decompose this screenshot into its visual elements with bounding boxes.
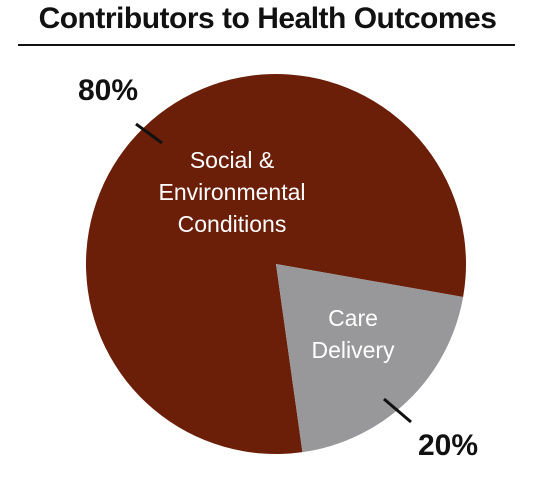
pie-slice-social-environmental: [86, 74, 466, 455]
leader-line-social-environmental: [135, 122, 163, 145]
pie-slice-care-delivery: [276, 264, 464, 453]
leader-line-care-delivery: [383, 397, 412, 424]
value-label-social-environmental: 80%: [78, 74, 138, 107]
slice-label-care-delivery: Care Delivery: [311, 305, 395, 363]
chart-title: Contributors to Health Outcomes: [38, 2, 497, 35]
value-label-care-delivery: 20%: [418, 429, 478, 462]
slice-label-social-environmental: Social & Environmental Conditions: [158, 147, 305, 237]
title-underline: [18, 44, 515, 46]
